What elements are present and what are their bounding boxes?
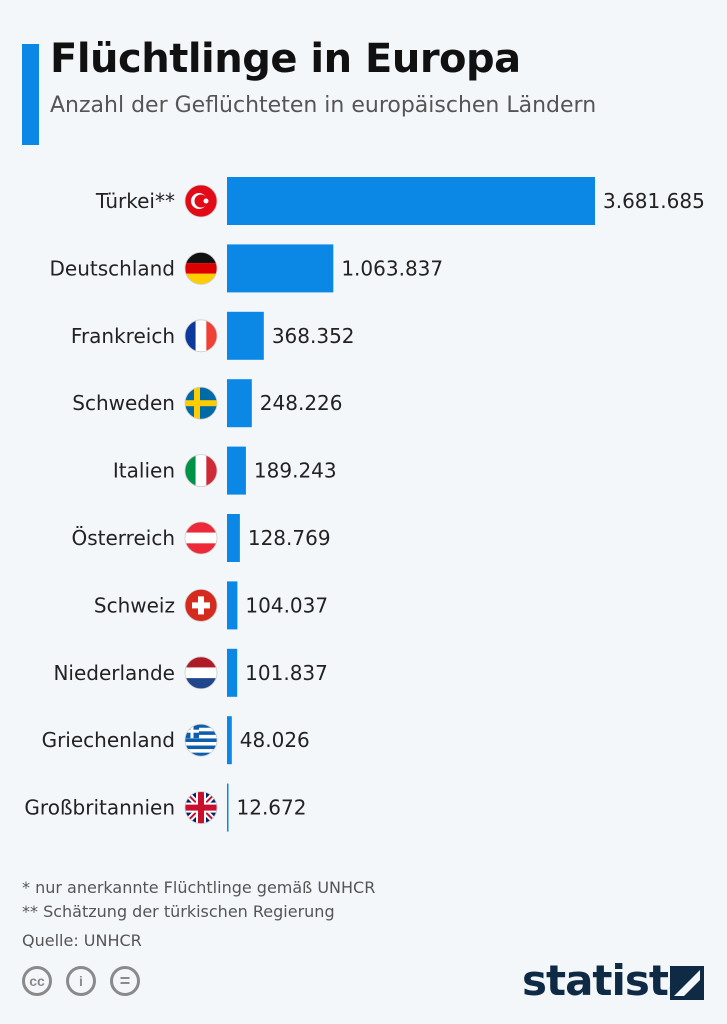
bar: [227, 177, 595, 225]
category-label: Türkei**: [95, 189, 175, 213]
bar-row: Frankreich 368.352: [71, 311, 355, 360]
value-label: 12.672: [237, 796, 307, 820]
category-label: Niederlande: [53, 661, 175, 685]
chart-subtitle: Anzahl der Geflüchteten in europäischen …: [50, 93, 597, 118]
category-label: Griechenland: [42, 728, 175, 752]
category-label: Schweden: [72, 391, 175, 415]
value-label: 248.226: [260, 391, 343, 415]
bar: [227, 716, 232, 765]
value-label: 101.837: [245, 661, 328, 685]
value-label: 368.352: [272, 324, 355, 348]
bar-row: Schweden 248.226: [72, 379, 343, 428]
statista-logo-mark: [670, 966, 704, 1000]
bar-row: Griechenland 48.026: [42, 716, 310, 765]
germany-flag-icon: [184, 251, 218, 285]
category-label: Frankreich: [71, 324, 175, 348]
bar: [227, 581, 238, 630]
source: Quelle: UNHCR: [22, 931, 142, 950]
italy-flag-icon: [184, 454, 218, 488]
category-label: Schweiz: [94, 593, 175, 617]
category-label: Italien: [113, 459, 175, 483]
value-label: 3.681.685: [603, 189, 705, 213]
value-label: 48.026: [240, 728, 310, 752]
cc-nd-icon[interactable]: =: [110, 966, 140, 996]
turkey-flag-icon: [184, 184, 218, 218]
bar: [227, 514, 240, 562]
netherlands-flag-icon: [184, 656, 218, 690]
cc-by-icon[interactable]: i: [66, 966, 96, 996]
cc-license-icon[interactable]: cc: [22, 966, 52, 996]
bar-row: Türkei** 3.681.685: [95, 177, 705, 225]
value-label: 104.037: [245, 593, 328, 617]
category-label: Deutschland: [50, 256, 176, 280]
value-label: 128.769: [248, 526, 331, 550]
bar: [227, 446, 246, 495]
statista-logo[interactable]: statista: [522, 956, 696, 1005]
category-label: Großbritannien: [24, 796, 175, 820]
value-label: 189.243: [254, 459, 337, 483]
accent-bar: [22, 44, 39, 145]
category-label: Österreich: [72, 526, 176, 550]
uk-flag-icon: [184, 791, 218, 824]
bar: [227, 648, 238, 697]
bar: [227, 311, 264, 360]
footnote-2: ** Schätzung der türkischen Regierung: [22, 902, 335, 921]
sweden-flag-icon: [184, 386, 218, 420]
austria-flag-icon: [184, 521, 218, 555]
footnote-1: * nur anerkannte Flüchtlinge gemäß UNHCR: [22, 878, 376, 897]
bar: [227, 244, 334, 293]
value-label: 1.063.837: [341, 256, 443, 280]
bar-chart: Türkei** 3.681.685 Deutschland 1.063.837 Fra…: [24, 177, 705, 832]
bar-row: Deutschland 1.063.837: [50, 244, 443, 293]
bar-row: Niederlande 101.837: [53, 648, 328, 697]
bar-row: Großbritannien 12.672: [24, 783, 307, 832]
bar-row: Schweiz 104.037: [94, 581, 328, 630]
bar-row: Österreich 128.769: [72, 514, 331, 562]
bar: [227, 379, 252, 428]
chart-title: Flüchtlinge in Europa: [50, 36, 521, 82]
greece-flag-icon: [184, 723, 218, 757]
switzerland-flag-icon: [184, 589, 218, 622]
bar: [227, 783, 229, 832]
bar-row: Italien 189.243: [113, 446, 337, 495]
france-flag-icon: [184, 319, 218, 353]
